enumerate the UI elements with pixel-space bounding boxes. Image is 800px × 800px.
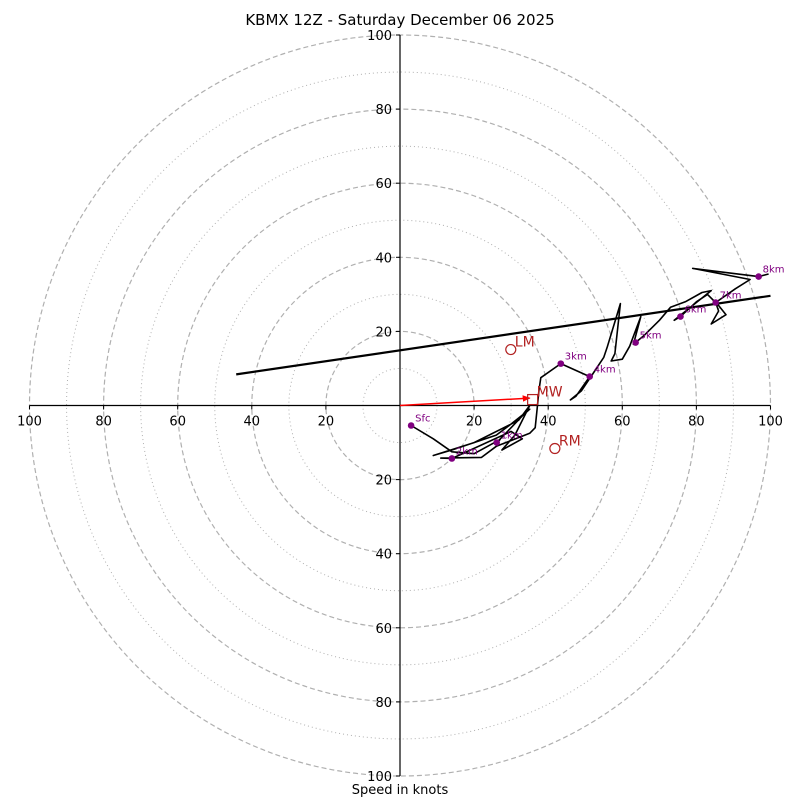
height-label-6km: 6km: [684, 305, 706, 316]
mean-wind-vector-line: [399, 395, 531, 407]
height-marker-4km: [586, 373, 593, 380]
x-tick-label: 40: [244, 415, 261, 430]
height-marker-2km: [448, 455, 456, 462]
x-tick-label: 100: [17, 415, 42, 430]
x-tick-label: 20: [466, 415, 483, 430]
x-tick-label: 60: [169, 415, 186, 430]
x-axis-label: Speed in knots: [351, 783, 449, 798]
hodograph-line: [410, 267, 769, 460]
storm-motion-marker-rm: [549, 442, 561, 455]
y-tick-label: 20: [375, 474, 392, 489]
height-label-2km: 2km: [456, 446, 478, 457]
height-marker-5km: [632, 339, 639, 346]
storm-motion-marker-mw: [527, 393, 539, 406]
y-tick-label: 60: [375, 622, 392, 637]
y-tick-label: 80: [375, 103, 392, 118]
height-label-sfc: Sfc: [415, 414, 430, 425]
x-tick-label: 20: [318, 415, 335, 430]
y-tick-label: 100: [367, 29, 392, 44]
height-marker-1km: [493, 439, 501, 446]
height-label-3km: 3km: [565, 352, 587, 363]
height-label-7km: 7km: [720, 291, 742, 302]
y-tick-label: 100: [367, 770, 392, 785]
x-tick-label: 40: [540, 415, 557, 430]
y-tick-label: 20: [375, 325, 392, 340]
x-tick-label: 80: [688, 415, 705, 430]
storm-motion-label-rm: RM: [559, 433, 581, 449]
storm-motion-label-mw: MW: [537, 385, 563, 401]
height-marker-3km: [557, 360, 565, 367]
y-tick-label: 80: [375, 696, 392, 711]
y-tick-label: 60: [375, 177, 392, 192]
height-label-4km: 4km: [594, 365, 616, 376]
height-marker-8km: [755, 273, 762, 280]
storm-motion-label-lm: LM: [515, 335, 535, 351]
height-marker-sfc: [407, 422, 415, 429]
height-marker-6km: [677, 313, 684, 320]
bunkers-shear-line-line: [236, 294, 771, 376]
x-tick-label: 100: [758, 415, 783, 430]
x-tick-label: 80: [95, 415, 112, 430]
height-label-5km: 5km: [640, 331, 662, 342]
height-label-8km: 8km: [763, 265, 785, 276]
chart-title: KBMX 12Z - Saturday December 06 2025: [245, 11, 555, 29]
height-label-1km: 1km: [501, 431, 523, 442]
y-tick-label: 40: [375, 251, 392, 266]
height-marker-7km: [712, 299, 719, 306]
storm-motion-marker-lm: [505, 343, 517, 356]
y-tick-label: 40: [375, 548, 392, 563]
x-tick-label: 60: [614, 415, 631, 430]
